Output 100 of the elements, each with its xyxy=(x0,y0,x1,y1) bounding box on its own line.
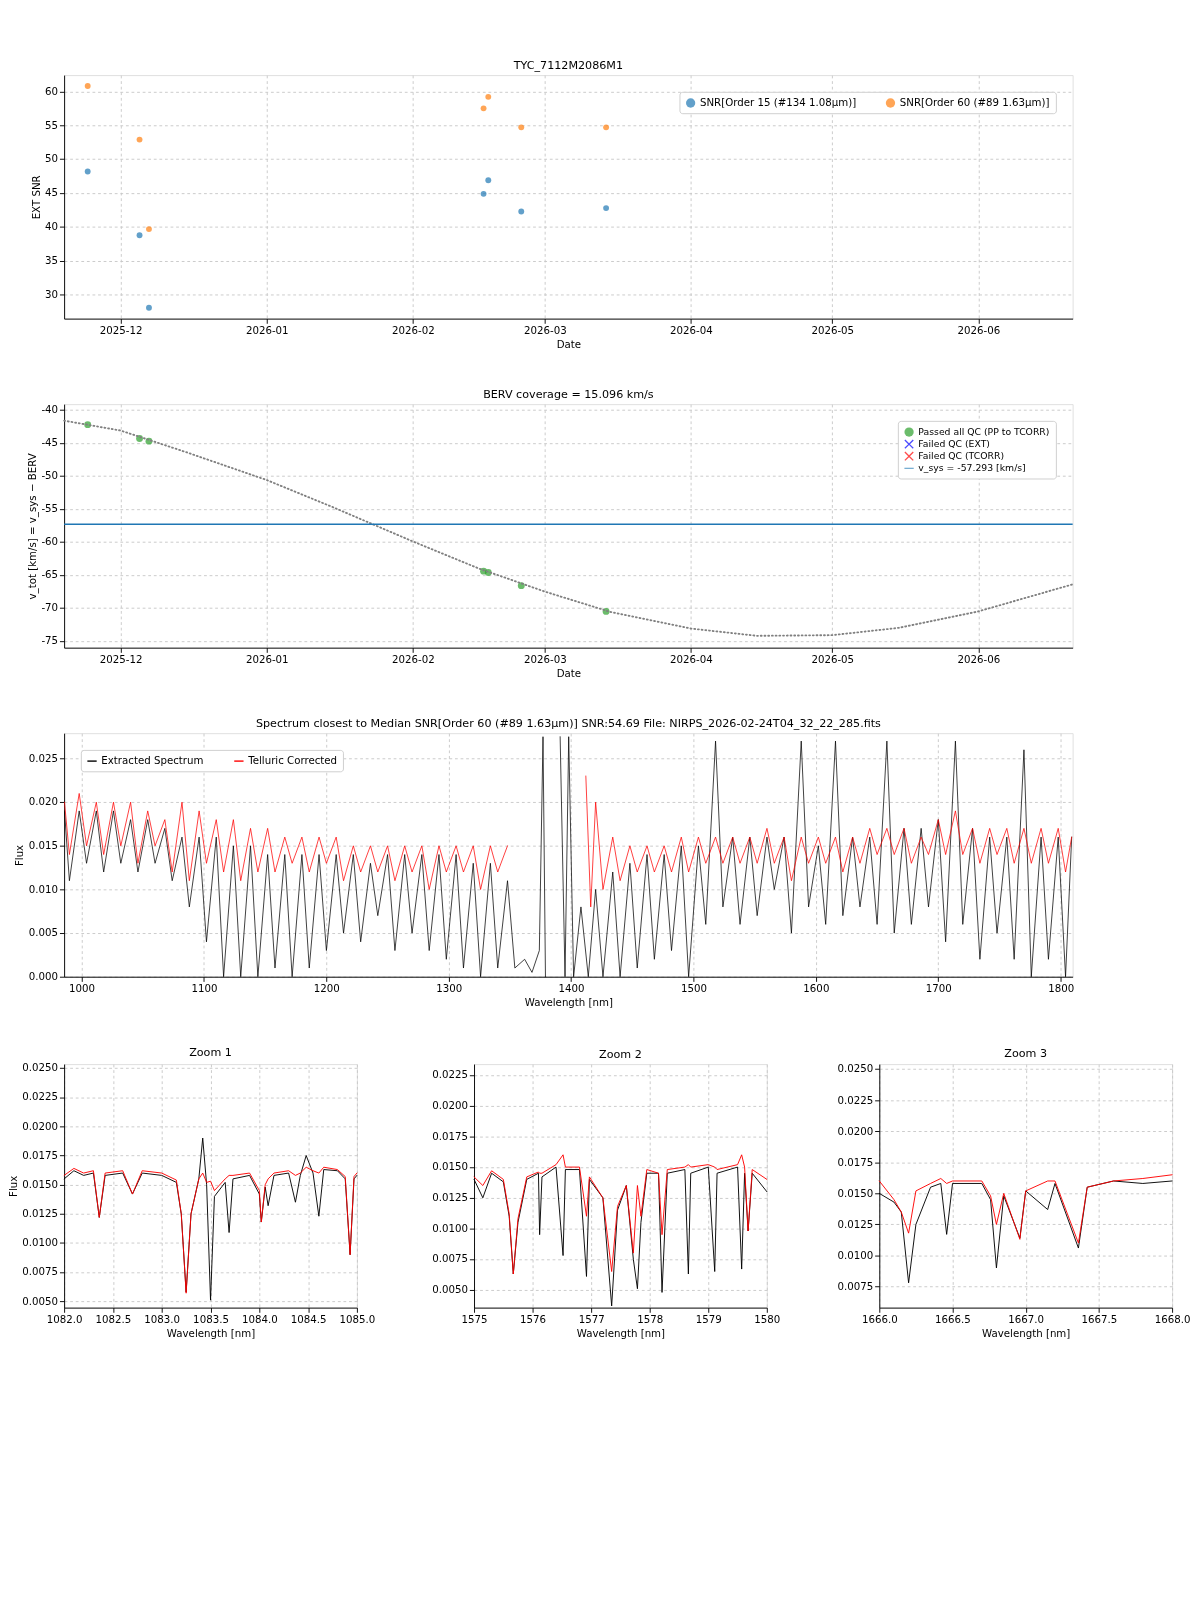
y-tick-label: -70 xyxy=(41,602,59,614)
point xyxy=(603,205,610,212)
y-tick-label: 0.000 xyxy=(28,971,59,982)
x-tick-label: 1667.5 xyxy=(1081,1313,1118,1325)
y-tick-label: 0.020 xyxy=(28,796,59,808)
point xyxy=(84,83,91,89)
x-tick-label: 2026-04 xyxy=(670,324,713,336)
legend-label: Passed all QC (PP to TCORR) xyxy=(918,425,1050,437)
point xyxy=(136,136,143,143)
y-tick-label: 0.0100 xyxy=(432,1222,469,1234)
x-tick-label: 2026-06 xyxy=(957,654,1001,666)
legend-label: Failed QC (TCORR) xyxy=(918,450,1005,462)
y-tick-label: 50 xyxy=(45,153,59,165)
y-tick-label: 0.0050 xyxy=(22,1295,59,1307)
x-tick-label: 1667.0 xyxy=(1008,1313,1045,1325)
x-tick-label: 1100 xyxy=(191,983,218,995)
x-tick-label: 1576 xyxy=(520,1313,547,1325)
x-tick-label: 1666.5 xyxy=(935,1313,971,1325)
y-tick-label: 0.025 xyxy=(28,752,59,764)
y-tick-label: 0.0175 xyxy=(837,1156,874,1168)
y-tick-label: -55 xyxy=(41,503,59,515)
y-tick-label: 0.0050 xyxy=(432,1284,469,1296)
x-tick-label: 2025-12 xyxy=(99,654,143,666)
y-axis-title: EXT SNR xyxy=(30,175,42,220)
point xyxy=(136,232,143,239)
y-tick-label: 0.0075 xyxy=(432,1253,469,1265)
point xyxy=(84,168,91,175)
x-tick-label: 2026-03 xyxy=(523,324,567,336)
x-tick-label: 1575 xyxy=(461,1313,488,1325)
legend-label: v_sys = -57.293 [km/s] xyxy=(918,462,1026,474)
y-axis-title: Flux xyxy=(14,844,26,867)
y-tick-label: 0.010 xyxy=(28,883,59,895)
line-series xyxy=(63,419,1074,637)
x-axis-title: Wavelength [nm] xyxy=(524,997,614,1009)
y-tick-label: 0.0100 xyxy=(837,1249,874,1261)
chart-title: TYC_7112M2086M1 xyxy=(512,58,624,72)
y-tick-label: 0.0100 xyxy=(22,1237,59,1249)
point xyxy=(146,304,152,311)
y-tick-label: 0.0225 xyxy=(432,1069,469,1081)
legend-label: SNR[Order 15 (#134 1.08μm)] xyxy=(699,96,857,108)
point xyxy=(518,124,525,131)
x-tick-label: 1500 xyxy=(680,983,707,995)
point xyxy=(603,124,610,131)
x-axis-title: Wavelength [nm] xyxy=(166,1327,256,1339)
x-axis-title: Wavelength [nm] xyxy=(576,1327,666,1339)
y-axis-title: Flux xyxy=(7,1175,19,1197)
x-tick-label: 1800 xyxy=(1048,983,1075,995)
x-tick-label: 2026-01 xyxy=(245,324,289,336)
y-tick-label: 0.0200 xyxy=(22,1120,59,1132)
y-tick-label: 0.0150 xyxy=(22,1178,59,1190)
point xyxy=(485,93,492,100)
x-tick-label: 1082.0 xyxy=(46,1313,83,1325)
line-series xyxy=(878,1174,1173,1244)
line-series xyxy=(63,1166,358,1294)
y-tick-label: 45 xyxy=(45,187,59,199)
x-tick-label: 1085.0 xyxy=(339,1313,376,1325)
x-tick-label: 2026-06 xyxy=(957,324,1001,336)
x-tick-label: 1600 xyxy=(803,983,830,995)
x-tick-label: 1083.5 xyxy=(193,1313,229,1325)
y-tick-label: 60 xyxy=(45,85,59,97)
x-axis-title: Wavelength [nm] xyxy=(982,1327,1071,1339)
y-tick-label: 35 xyxy=(45,255,59,267)
x-tick-label: 2026-03 xyxy=(523,654,567,666)
x-tick-label: 1084.5 xyxy=(290,1313,327,1325)
chart-title: BERV coverage = 15.096 km/s xyxy=(483,387,654,401)
y-tick-label: 0.0075 xyxy=(22,1266,59,1278)
x-tick-label: 2026-02 xyxy=(391,654,435,666)
x-tick-label: 1577 xyxy=(578,1313,605,1325)
y-tick-label: -60 xyxy=(41,536,59,548)
y-axis-title: v_tot [km/s] = v_sys − BERV xyxy=(26,453,39,600)
y-tick-label: 0.0075 xyxy=(837,1280,874,1292)
x-tick-label: 2026-05 xyxy=(811,654,855,666)
y-tick-label: 0.0150 xyxy=(837,1187,874,1199)
y-tick-label: 55 xyxy=(45,119,59,131)
point xyxy=(146,226,152,233)
y-tick-label: 0.0200 xyxy=(432,1099,469,1111)
x-tick-label: 1400 xyxy=(558,983,585,995)
y-tick-label: 0.0125 xyxy=(837,1218,874,1230)
x-axis-title: Date xyxy=(556,338,582,350)
x-tick-label: 1700 xyxy=(925,983,952,995)
legend-label: Telluric Corrected xyxy=(247,754,338,766)
x-tick-label: 2026-02 xyxy=(391,324,435,336)
y-tick-label: 0.0150 xyxy=(432,1161,469,1173)
line-series xyxy=(473,1154,768,1275)
y-tick-label: 0.0175 xyxy=(432,1130,469,1142)
y-tick-label: 0.0200 xyxy=(837,1125,874,1137)
y-tick-label: 0.0125 xyxy=(432,1192,469,1204)
y-tick-label: 0.005 xyxy=(28,927,59,939)
x-tick-label: 2025-12 xyxy=(99,324,143,336)
x-tick-label: 2026-05 xyxy=(811,324,855,336)
chart-title: Zoom 1 xyxy=(189,1046,232,1059)
legend-label: Failed QC (EXT) xyxy=(918,437,990,449)
y-tick-label: -50 xyxy=(41,470,59,482)
x-tick-label: 1300 xyxy=(436,983,463,995)
x-tick-label: 1000 xyxy=(69,983,96,995)
y-tick-label: -40 xyxy=(41,404,59,416)
point xyxy=(518,208,525,215)
y-tick-label: -75 xyxy=(41,635,59,647)
y-tick-label: 0.015 xyxy=(28,840,59,852)
chart-title: Zoom 3 xyxy=(1004,1047,1048,1061)
